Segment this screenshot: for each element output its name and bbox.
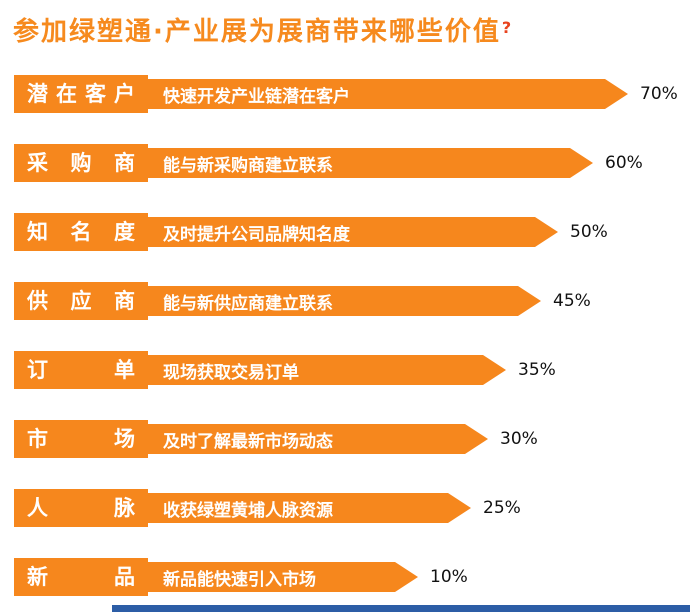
bar-row: 订单 现场获取交易订单 35% bbox=[14, 351, 690, 389]
percentage-label: 50% bbox=[570, 222, 608, 242]
bar-description: 收获绿塑黄埔人脉资源 bbox=[163, 500, 333, 521]
bar-description: 及时提升公司品牌知名度 bbox=[163, 224, 350, 245]
category-label-box: 采购商 bbox=[14, 144, 148, 182]
bar-row: 知名度 及时提升公司品牌知名度 50% bbox=[14, 213, 690, 251]
bar-row: 人脉 收获绿塑黄埔人脉资源 25% bbox=[14, 489, 690, 527]
bar-row: 采购商 能与新采购商建立联系 60% bbox=[14, 144, 690, 182]
bar-description: 能与新供应商建立联系 bbox=[163, 293, 333, 314]
category-label-box: 订单 bbox=[14, 351, 148, 389]
percentage-label: 45% bbox=[553, 291, 591, 311]
value-bar: 快速开发产业链潜在客户 bbox=[148, 79, 628, 109]
value-bar: 能与新供应商建立联系 bbox=[148, 286, 541, 316]
value-bar: 收获绿塑黄埔人脉资源 bbox=[148, 493, 471, 523]
bar-description: 新品能快速引入市场 bbox=[163, 569, 316, 590]
value-bar: 能与新采购商建立联系 bbox=[148, 148, 593, 178]
category-label: 新品 bbox=[27, 564, 135, 589]
bar-chart: 潜在客户 快速开发产业链潜在客户 70% 采购商 能与新采购商建立联系 60% … bbox=[14, 75, 690, 612]
category-label: 知名度 bbox=[27, 219, 135, 244]
category-label: 订单 bbox=[27, 357, 135, 382]
page-title-text: 参加绿塑通·产业展为展商带来哪些价值 bbox=[13, 17, 501, 47]
value-bar: 及时了解最新市场动态 bbox=[148, 424, 488, 454]
percentage-label: 25% bbox=[483, 498, 521, 518]
category-label-box: 新品 bbox=[14, 558, 148, 596]
category-label: 市场 bbox=[27, 426, 135, 451]
bar-description: 及时了解最新市场动态 bbox=[163, 431, 333, 452]
bar-description: 现场获取交易订单 bbox=[163, 362, 299, 383]
category-label-box: 市场 bbox=[14, 420, 148, 458]
percentage-label: 60% bbox=[605, 153, 643, 173]
category-label-box: 潜在客户 bbox=[14, 75, 148, 113]
footer-divider bbox=[112, 605, 690, 612]
bar-row: 供应商 能与新供应商建立联系 45% bbox=[14, 282, 690, 320]
bar-row: 潜在客户 快速开发产业链潜在客户 70% bbox=[14, 75, 690, 113]
bar-description: 快速开发产业链潜在客户 bbox=[163, 86, 350, 107]
percentage-label: 10% bbox=[430, 567, 468, 587]
value-bar: 及时提升公司品牌知名度 bbox=[148, 217, 558, 247]
category-label-box: 知名度 bbox=[14, 213, 148, 251]
page-title: 参加绿塑通·产业展为展商带来哪些价值? bbox=[13, 11, 511, 48]
percentage-label: 35% bbox=[518, 360, 556, 380]
category-label: 供应商 bbox=[27, 288, 135, 313]
category-label: 潜在客户 bbox=[27, 81, 135, 106]
title-question-mark: ? bbox=[501, 18, 512, 37]
bar-row: 市场 及时了解最新市场动态 30% bbox=[14, 420, 690, 458]
value-bar: 新品能快速引入市场 bbox=[148, 562, 418, 592]
percentage-label: 30% bbox=[500, 429, 538, 449]
percentage-label: 70% bbox=[640, 84, 678, 104]
value-bar: 现场获取交易订单 bbox=[148, 355, 506, 385]
bar-description: 能与新采购商建立联系 bbox=[163, 155, 333, 176]
category-label-box: 供应商 bbox=[14, 282, 148, 320]
bar-row: 新品 新品能快速引入市场 10% bbox=[14, 558, 690, 596]
category-label: 人脉 bbox=[27, 495, 135, 520]
category-label: 采购商 bbox=[27, 150, 135, 175]
category-label-box: 人脉 bbox=[14, 489, 148, 527]
